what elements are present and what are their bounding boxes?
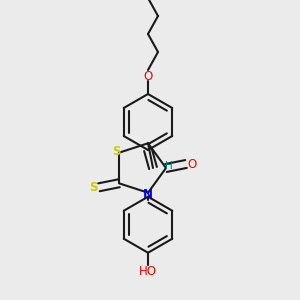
Text: O: O: [188, 158, 196, 170]
Text: S: S: [89, 181, 97, 194]
Text: S: S: [112, 145, 120, 158]
Text: N: N: [143, 188, 153, 201]
Text: O: O: [143, 70, 153, 83]
Text: H: H: [165, 161, 173, 171]
Text: HO: HO: [139, 265, 157, 278]
